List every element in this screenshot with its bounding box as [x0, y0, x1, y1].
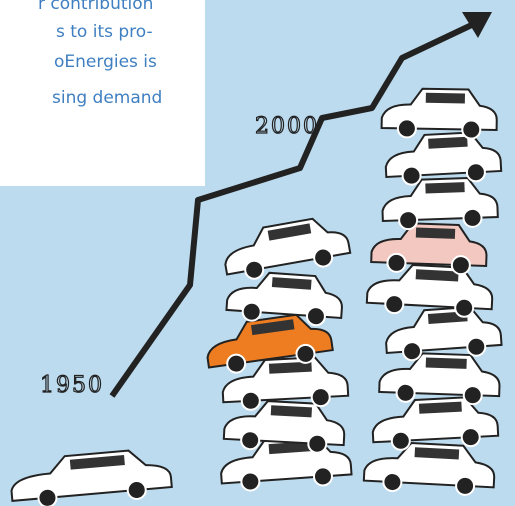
car-wheel: [306, 307, 325, 326]
car-wheel: [308, 434, 327, 453]
car-wheel: [463, 386, 482, 405]
car-wheel: [456, 476, 475, 495]
car-window: [425, 182, 464, 193]
car-wheel: [467, 337, 486, 356]
car: [371, 396, 498, 451]
car-wheel: [391, 431, 410, 450]
car: [379, 352, 501, 405]
car-wheel: [402, 166, 421, 185]
car-wheel: [38, 488, 58, 506]
car-wheel: [452, 256, 471, 275]
car: [9, 447, 173, 506]
year-label: 1950: [40, 373, 104, 398]
car-wheel: [462, 120, 480, 138]
page: r contribution s to its pro- oEnergies i…: [0, 0, 515, 506]
car-window: [426, 358, 467, 369]
car-wheel: [313, 467, 332, 486]
car-wheel: [383, 473, 402, 492]
car: [220, 213, 352, 283]
car-wheel: [396, 384, 415, 403]
car-wheel: [241, 431, 260, 450]
car-body: [220, 213, 350, 274]
car-wheel: [461, 428, 480, 447]
car-wheel: [402, 342, 421, 361]
car-wheel: [242, 302, 261, 321]
car-window: [426, 93, 465, 104]
car-wheel: [398, 119, 416, 137]
car: [381, 177, 498, 230]
car-wheel: [466, 163, 485, 182]
car-wheel: [241, 391, 260, 410]
car-wheel: [387, 254, 406, 273]
car-window: [428, 137, 468, 149]
car-wheel: [399, 211, 418, 230]
car-body: [9, 447, 172, 501]
car-window: [271, 405, 312, 417]
car-window: [416, 228, 455, 239]
year-label: 2000: [255, 114, 319, 139]
illustration: 2000 1950: [0, 0, 515, 506]
car-wheel: [241, 472, 260, 491]
car-wheel: [385, 295, 404, 314]
car-wheel: [455, 298, 474, 317]
car-wheel: [311, 388, 330, 407]
car-wheel: [463, 209, 482, 228]
car: [363, 441, 495, 497]
car: [384, 131, 501, 186]
car-wheel: [127, 480, 147, 500]
car: [381, 88, 497, 139]
